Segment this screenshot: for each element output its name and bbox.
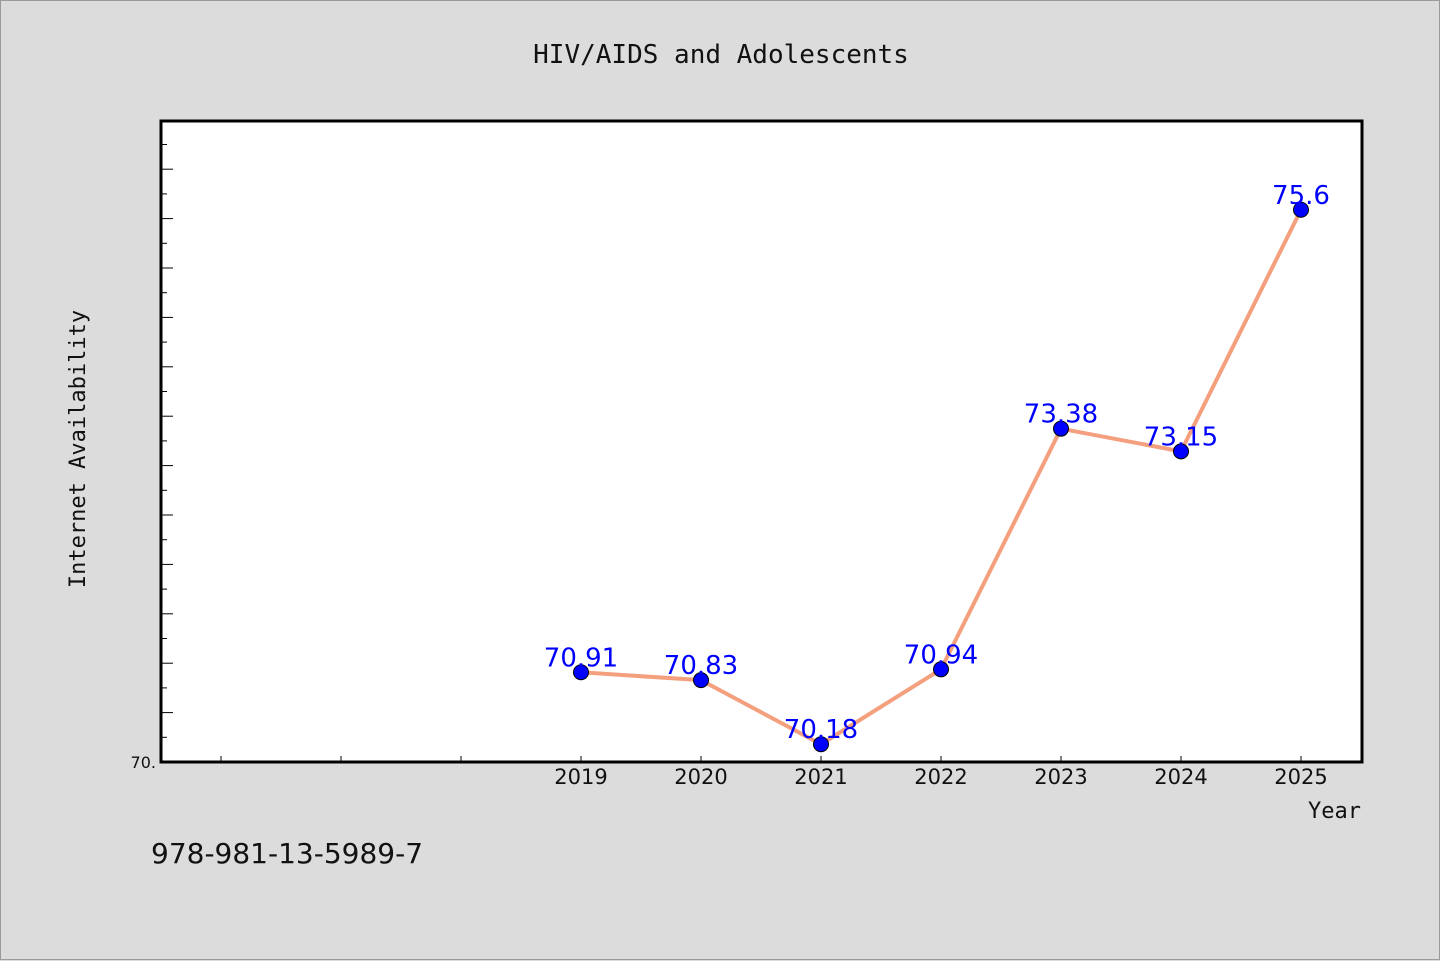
data-label: 70.83: [664, 651, 738, 681]
x-tick-label: 2024: [1154, 765, 1207, 789]
axis-ticks: [161, 144, 1302, 763]
data-point: [693, 672, 709, 689]
x-tick-label: 2023: [1034, 765, 1087, 789]
x-tick-label: 2019: [554, 765, 607, 789]
x-tick-label: 2020: [674, 765, 727, 789]
data-point: [1173, 443, 1189, 460]
data-point: [813, 736, 829, 753]
data-label: 70.91: [544, 643, 618, 673]
data-label: 70.18: [784, 715, 858, 745]
x-tick-label: 2022: [914, 765, 967, 789]
y-axis-label: Internet Availability: [66, 310, 91, 588]
data-point: [573, 664, 589, 681]
data-label: 75.6: [1272, 181, 1330, 211]
data-point: [1053, 420, 1069, 437]
plot-frame: [159, 119, 1364, 764]
data-points-layer: [573, 201, 1309, 753]
data-label: 70.94: [904, 640, 978, 670]
plot-area: [161, 121, 1362, 762]
x-tick-label: 2021: [794, 765, 847, 789]
data-point: [1293, 201, 1309, 218]
data-label: 73.15: [1144, 422, 1218, 452]
isbn-text: 978-981-13-5989-7: [151, 837, 423, 870]
data-labels-layer: 70.91 70.83 70.18 70.94 73.38 73.15 75.6: [544, 181, 1330, 745]
chart-title: HIV/AIDS and Adolescents: [533, 40, 909, 70]
x-axis-label: Year: [1308, 799, 1361, 824]
x-tick-labels: 2019 2020 2021 2022 2023 2024 2025: [554, 765, 1327, 789]
x-tick-label: 2025: [1274, 765, 1327, 789]
data-point: [933, 661, 949, 678]
y-tick-label: 70.: [131, 753, 156, 772]
data-label: 73.38: [1024, 400, 1098, 430]
